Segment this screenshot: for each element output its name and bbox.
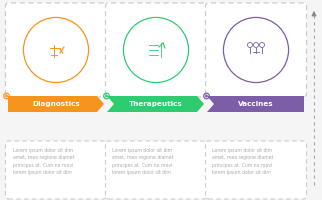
- Text: Diagnostics: Diagnostics: [32, 101, 80, 107]
- Polygon shape: [207, 96, 304, 112]
- Polygon shape: [107, 96, 204, 112]
- FancyBboxPatch shape: [5, 3, 107, 97]
- Text: Lorem ipsum dolor sit dim
amet, mea regione diamet
principes at. Cum no movi
lor: Lorem ipsum dolor sit dim amet, mea regi…: [13, 148, 74, 175]
- Circle shape: [5, 95, 8, 97]
- Text: Therapeutics: Therapeutics: [129, 101, 183, 107]
- FancyBboxPatch shape: [106, 3, 206, 97]
- FancyBboxPatch shape: [5, 141, 107, 199]
- FancyBboxPatch shape: [205, 3, 307, 97]
- Circle shape: [205, 95, 208, 97]
- Text: Lorem ipsum dolor sit dim
amet, mea regione diamet
principes at. Cum no movi
lor: Lorem ipsum dolor sit dim amet, mea regi…: [213, 148, 274, 175]
- Circle shape: [105, 95, 108, 97]
- Text: Lorem ipsum dolor sit dim
amet, mea regione diamet
principes at. Cum no movi
lor: Lorem ipsum dolor sit dim amet, mea regi…: [112, 148, 174, 175]
- FancyBboxPatch shape: [205, 141, 307, 199]
- FancyBboxPatch shape: [106, 141, 206, 199]
- Text: Vaccines: Vaccines: [238, 101, 274, 107]
- Polygon shape: [8, 96, 104, 112]
